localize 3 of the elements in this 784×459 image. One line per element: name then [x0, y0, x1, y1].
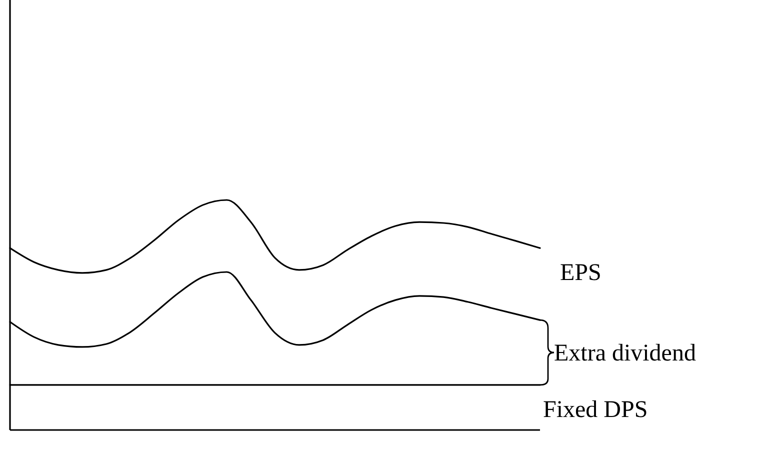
series-label: Fixed DPS — [543, 396, 648, 423]
text: Extra dividend — [554, 340, 696, 366]
series-label: EPS — [560, 260, 602, 286]
